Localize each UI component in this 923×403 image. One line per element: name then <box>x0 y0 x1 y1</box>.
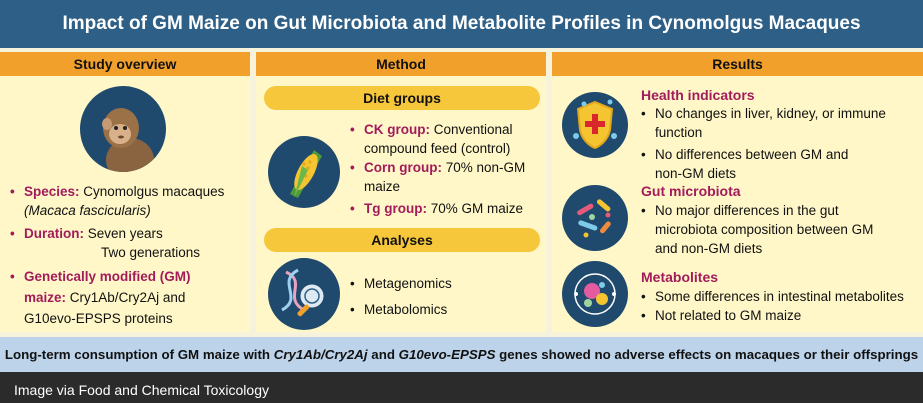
microbiota-icon <box>562 185 628 251</box>
gm-item: • Genetically modified (GM) maize: Cry1Ab… <box>10 269 191 326</box>
conclusion-part2: and <box>367 347 399 362</box>
ck-group-label: CK group: <box>364 122 430 137</box>
corn-group-value: 70% non-GM <box>445 160 526 175</box>
gm-value: Cry1Ab/Cry2Aj and <box>69 290 186 305</box>
species-value: Cynomolgus macaques <box>83 184 225 199</box>
method-panel: Method Diet groups • CK group: Convention… <box>256 52 546 332</box>
analyses-list: • Metagenomics • Metabolomics <box>348 274 544 319</box>
conclusion-part3: genes showed no adverse effects on macaq… <box>495 347 919 362</box>
ck-group-item: • CK group: Conventional compound feed (c… <box>350 122 513 156</box>
health-item: • No differences between GM and non-GM die… <box>641 147 849 181</box>
infographic-title: Impact of GM Maize on Gut Microbiota and… <box>0 0 923 48</box>
gut-item: • No major differences in the gut microbio… <box>641 203 874 256</box>
diet-groups-list: • CK group: Conventional compound feed (c… <box>348 120 544 218</box>
analyses-pill: Analyses <box>264 228 540 252</box>
corn-group-label: Corn group: <box>364 160 442 175</box>
infographic: Impact of GM Maize on Gut Microbiota and… <box>0 0 923 372</box>
analysis-item: • Metagenomics <box>350 276 452 291</box>
image-credit: Image via Food and Chemical Toxicology <box>14 382 269 398</box>
gut-list: • No major differences in the gut microbio… <box>639 201 923 258</box>
method-header: Method <box>256 52 546 76</box>
metabolites-item: • Some differences in intestinal metaboli… <box>641 289 904 304</box>
health-item: • No changes in liver, kidney, or immune f… <box>641 106 886 140</box>
ck-group-value-2: compound feed (control) <box>364 141 511 156</box>
health-2b: non-GM diets <box>655 166 737 181</box>
gut-microbiota-title: Gut microbiota <box>641 183 741 199</box>
macaque-icon <box>80 86 166 172</box>
duration-value: Seven years <box>87 226 163 241</box>
corn-group-value-2: maize <box>364 179 401 194</box>
results-panel: Results Health indicators • No changes in… <box>552 52 923 332</box>
metabolites-list: • Some differences in intestinal metaboli… <box>639 287 923 325</box>
metabolites-item: • Not related to GM maize <box>641 308 802 323</box>
duration-label: Duration: <box>24 226 84 241</box>
duration-item: • Duration: Seven years Two generations <box>10 226 201 260</box>
study-overview-panel: Study overview • Species: Cynomolgus maca… <box>0 52 250 332</box>
results-header: Results <box>552 52 923 76</box>
corn-group-item: • Corn group: 70% non-GM maize <box>350 160 526 194</box>
overview-list: • Species: Cynomolgus macaques (Macaca fa… <box>8 182 248 329</box>
duration-value-2: Two generations <box>101 245 201 260</box>
conclusion-gene1: Cry1Ab/Cry2Aj <box>273 347 368 362</box>
metabolites-title: Metabolites <box>641 269 719 285</box>
corn-icon <box>268 136 340 208</box>
conclusion-gene2: G10evo-EPSPS <box>398 347 496 362</box>
metagenomics-text: Metagenomics <box>364 276 452 291</box>
gm-label-2: maize: <box>24 290 67 305</box>
study-overview-header: Study overview <box>0 52 250 76</box>
species-latin: (Macaca fascicularis) <box>24 203 151 218</box>
gm-value-2: G10evo-EPSPS proteins <box>24 311 173 326</box>
health-2a: No differences between GM and <box>655 147 849 162</box>
shield-icon <box>562 92 628 158</box>
tg-group-label: Tg group: <box>364 201 427 216</box>
gut-1c: and non-GM diets <box>655 241 763 256</box>
conclusion-part1: Long-term consumption of GM maize with <box>4 347 274 362</box>
health-1b: function <box>655 125 703 140</box>
metabolites-icon <box>562 261 628 327</box>
conclusion-banner: Long-term consumption of GM maize with C… <box>0 337 923 372</box>
gut-1a: No major differences in the gut <box>655 203 839 218</box>
tg-group-item: • Tg group: 70% GM maize <box>350 201 524 216</box>
metabolites-2: Not related to GM maize <box>655 308 802 323</box>
analysis-item: • Metabolomics <box>350 302 448 317</box>
species-item: • Species: Cynomolgus macaques (Macaca fa… <box>10 184 225 218</box>
gm-label: Genetically modified (GM) <box>24 269 191 284</box>
tg-group-value: 70% GM maize <box>430 201 524 216</box>
diet-groups-pill: Diet groups <box>264 86 540 110</box>
health-indicators-title: Health indicators <box>641 87 755 103</box>
dna-icon <box>268 258 340 330</box>
health-list: • No changes in liver, kidney, or immune f… <box>639 104 923 183</box>
metabolomics-text: Metabolomics <box>364 302 448 317</box>
metabolites-1: Some differences in intestinal metabolit… <box>655 289 904 304</box>
ck-group-value: Conventional <box>433 122 513 137</box>
health-1a: No changes in liver, kidney, or immune <box>655 106 886 121</box>
gut-1b: microbiota composition between GM <box>655 222 874 237</box>
species-label: Species: <box>24 184 80 199</box>
